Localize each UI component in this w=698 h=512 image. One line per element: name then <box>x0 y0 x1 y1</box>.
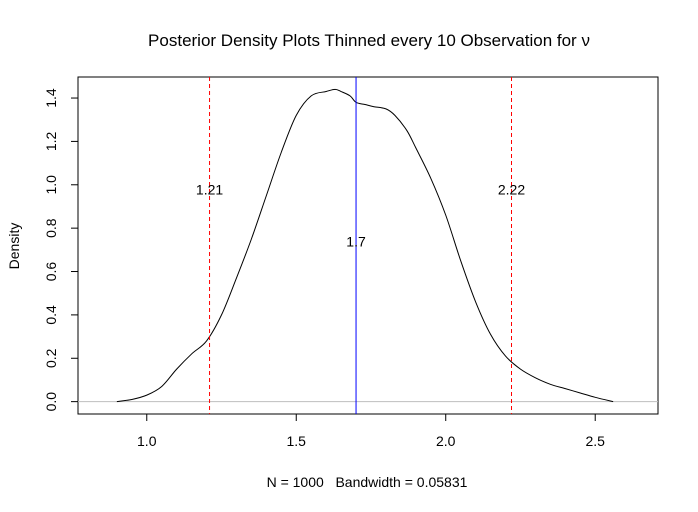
x-tick-label: 1.0 <box>137 433 157 449</box>
y-tick-label: 0.2 <box>43 348 59 368</box>
y-tick-label: 0.8 <box>43 218 59 238</box>
chart-title: Posterior Density Plots Thinned every 10… <box>148 31 590 50</box>
y-tick-label: 1.0 <box>43 175 59 195</box>
y-tick-label: 0.6 <box>43 262 59 282</box>
y-axis-label: Density <box>6 223 22 270</box>
vline-value-label: 1.21 <box>196 182 223 198</box>
x-tick-label: 2.0 <box>436 433 456 449</box>
plot-frame <box>77 76 659 415</box>
y-tick-label: 1.4 <box>43 88 59 108</box>
x-tick-label: 2.5 <box>585 433 605 449</box>
y-tick-label: 0.4 <box>43 305 59 325</box>
x-tick-label: 1.5 <box>287 433 307 449</box>
x-axis-label: N = 1000 Bandwidth = 0.05831 <box>267 474 468 490</box>
y-tick-label: 0.0 <box>43 392 59 412</box>
vline-value-label: 1.7 <box>346 234 366 250</box>
vline-value-label: 2.22 <box>498 182 525 198</box>
density-curve <box>116 88 614 403</box>
y-tick-label: 1.2 <box>43 131 59 151</box>
